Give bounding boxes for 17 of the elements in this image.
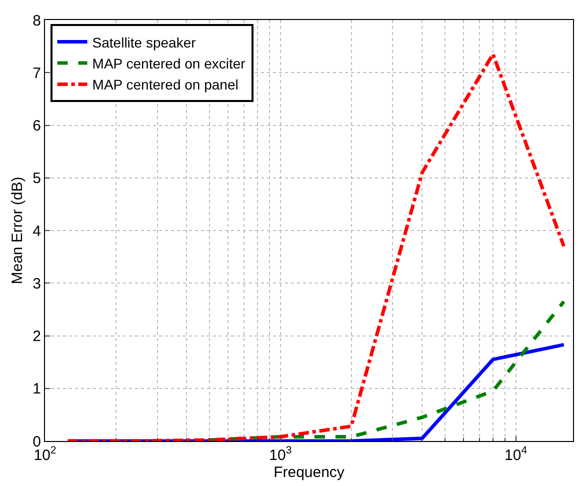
y-tick-label: 3: [32, 275, 41, 292]
legend-label: MAP centered on panel: [92, 76, 238, 93]
y-tick-label: 2: [32, 328, 41, 345]
legend-label: MAP centered on exciter: [92, 55, 246, 72]
y-tick-label: 6: [32, 118, 41, 134]
y-tick-label: 8: [32, 12, 41, 30]
y-tick-label: 4: [32, 222, 41, 240]
line-series: [66, 52, 566, 441]
x-tick-label: 10$^{4}$: [504, 444, 528, 464]
y-tick-label: 5: [32, 170, 41, 188]
y-tick-label: 1: [32, 380, 41, 398]
y-tick-label: 0: [32, 433, 41, 450]
x-tick-label: 10$^{3}$: [269, 444, 292, 464]
y-tick-label: 7: [32, 64, 41, 82]
x-axis-title: Frequency: [274, 464, 345, 481]
legend-label: Satellite speaker: [92, 34, 196, 50]
y-axis-title: Mean Error (dB): [8, 176, 26, 284]
